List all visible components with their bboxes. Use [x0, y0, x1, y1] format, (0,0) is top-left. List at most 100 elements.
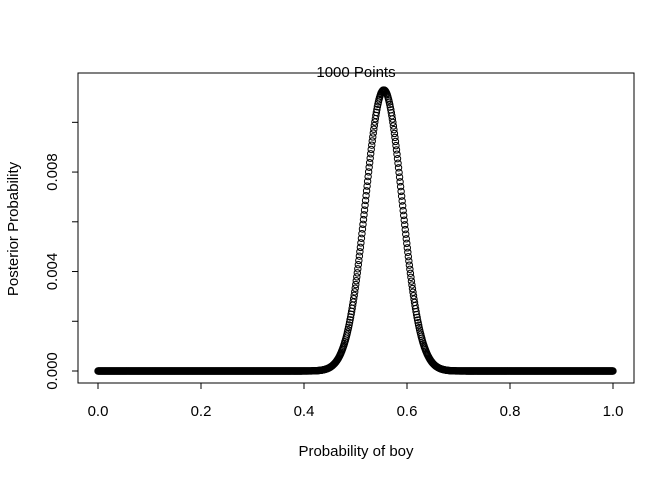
data-point: [405, 257, 413, 265]
data-point: [346, 313, 355, 321]
data-point: [398, 202, 407, 210]
data-point: [353, 273, 361, 281]
data-point: [400, 216, 408, 224]
data-point: [361, 196, 370, 205]
x-tick-label: 0.4: [294, 403, 315, 420]
data-point: [389, 122, 398, 130]
data-point: [407, 273, 415, 281]
data-point: [364, 172, 372, 181]
data-point: [386, 103, 394, 111]
data-point: [356, 243, 365, 252]
data-point: [413, 316, 422, 324]
data-point: [399, 206, 407, 215]
data-point: [357, 239, 365, 247]
x-tick-label: 0.2: [191, 403, 212, 420]
data-point: [363, 182, 371, 190]
data-point: [369, 129, 377, 137]
data-point: [369, 133, 377, 141]
data-point: [393, 150, 401, 158]
data-point: [361, 201, 369, 209]
data-point: [400, 211, 408, 220]
data-point: [358, 230, 366, 238]
data-point: [362, 187, 371, 195]
data-point: [393, 154, 402, 163]
data-point: [368, 141, 376, 149]
data-point: [359, 220, 367, 229]
data-point: [408, 281, 416, 289]
data-point: [397, 187, 405, 196]
data-point: [404, 252, 413, 261]
data-point: [402, 235, 410, 243]
data-point: [391, 133, 399, 142]
data-point: [390, 129, 399, 138]
y-axis-label: Posterior Probability: [5, 161, 22, 296]
data-point: [360, 211, 368, 219]
data-point: [394, 164, 403, 172]
data-point: [351, 284, 359, 292]
data-point: [354, 260, 363, 269]
data-point: [372, 108, 381, 117]
x-axis-label: Probability of boy: [298, 443, 414, 460]
data-point: [395, 173, 404, 181]
data-point: [363, 177, 372, 186]
data-point: [406, 265, 414, 273]
data-point: [353, 269, 362, 277]
data-point: [368, 137, 376, 145]
data-point: [409, 288, 417, 296]
data-point: [366, 154, 374, 162]
data-point: [412, 307, 420, 316]
data-point: [356, 248, 364, 256]
data-point: [345, 318, 354, 327]
data-point: [357, 234, 366, 243]
x-tick-label: 0.0: [88, 403, 109, 420]
data-point: [367, 150, 375, 158]
data-points: [94, 86, 617, 375]
data-point: [358, 225, 367, 233]
y-tick-label: 0.008: [44, 153, 61, 191]
data-point: [403, 239, 411, 248]
data-point: [406, 269, 415, 278]
data-point: [401, 225, 409, 234]
data-point: [351, 288, 359, 296]
data-point: [362, 191, 370, 200]
data-point: [391, 137, 400, 146]
data-point: [373, 105, 381, 114]
y-axis: 0.000 0.004 0.008: [44, 121, 79, 390]
data-point: [359, 215, 368, 224]
data-point: [403, 244, 412, 252]
data-point: [370, 121, 379, 130]
data-point: [401, 221, 409, 229]
x-tick-label: 0.6: [397, 403, 418, 420]
data-point: [392, 146, 401, 154]
data-point: [346, 316, 354, 324]
data-point: [367, 145, 375, 154]
data-point: [352, 277, 360, 285]
data-point: [360, 206, 369, 214]
data-point: [396, 182, 405, 191]
data-point: [352, 280, 360, 289]
data-point: [404, 248, 412, 256]
data-point: [390, 125, 398, 134]
data-point: [398, 197, 406, 205]
data-point: [394, 159, 402, 167]
data-point: [389, 118, 397, 127]
data-point: [392, 141, 400, 150]
data-point: [407, 277, 416, 285]
data-point: [349, 295, 358, 303]
y-tick-label: 0.004: [44, 253, 61, 291]
data-point: [609, 367, 617, 375]
data-point: [365, 159, 374, 167]
data-point: [413, 313, 421, 322]
data-point: [350, 291, 358, 300]
data-point: [388, 115, 397, 123]
data-point: [364, 168, 373, 176]
data-point: [355, 252, 364, 260]
x-tick-label: 1.0: [603, 403, 624, 420]
data-point: [365, 163, 373, 171]
data-point: [412, 310, 421, 319]
y-tick-label: 0.000: [44, 352, 61, 390]
data-point: [402, 230, 410, 238]
